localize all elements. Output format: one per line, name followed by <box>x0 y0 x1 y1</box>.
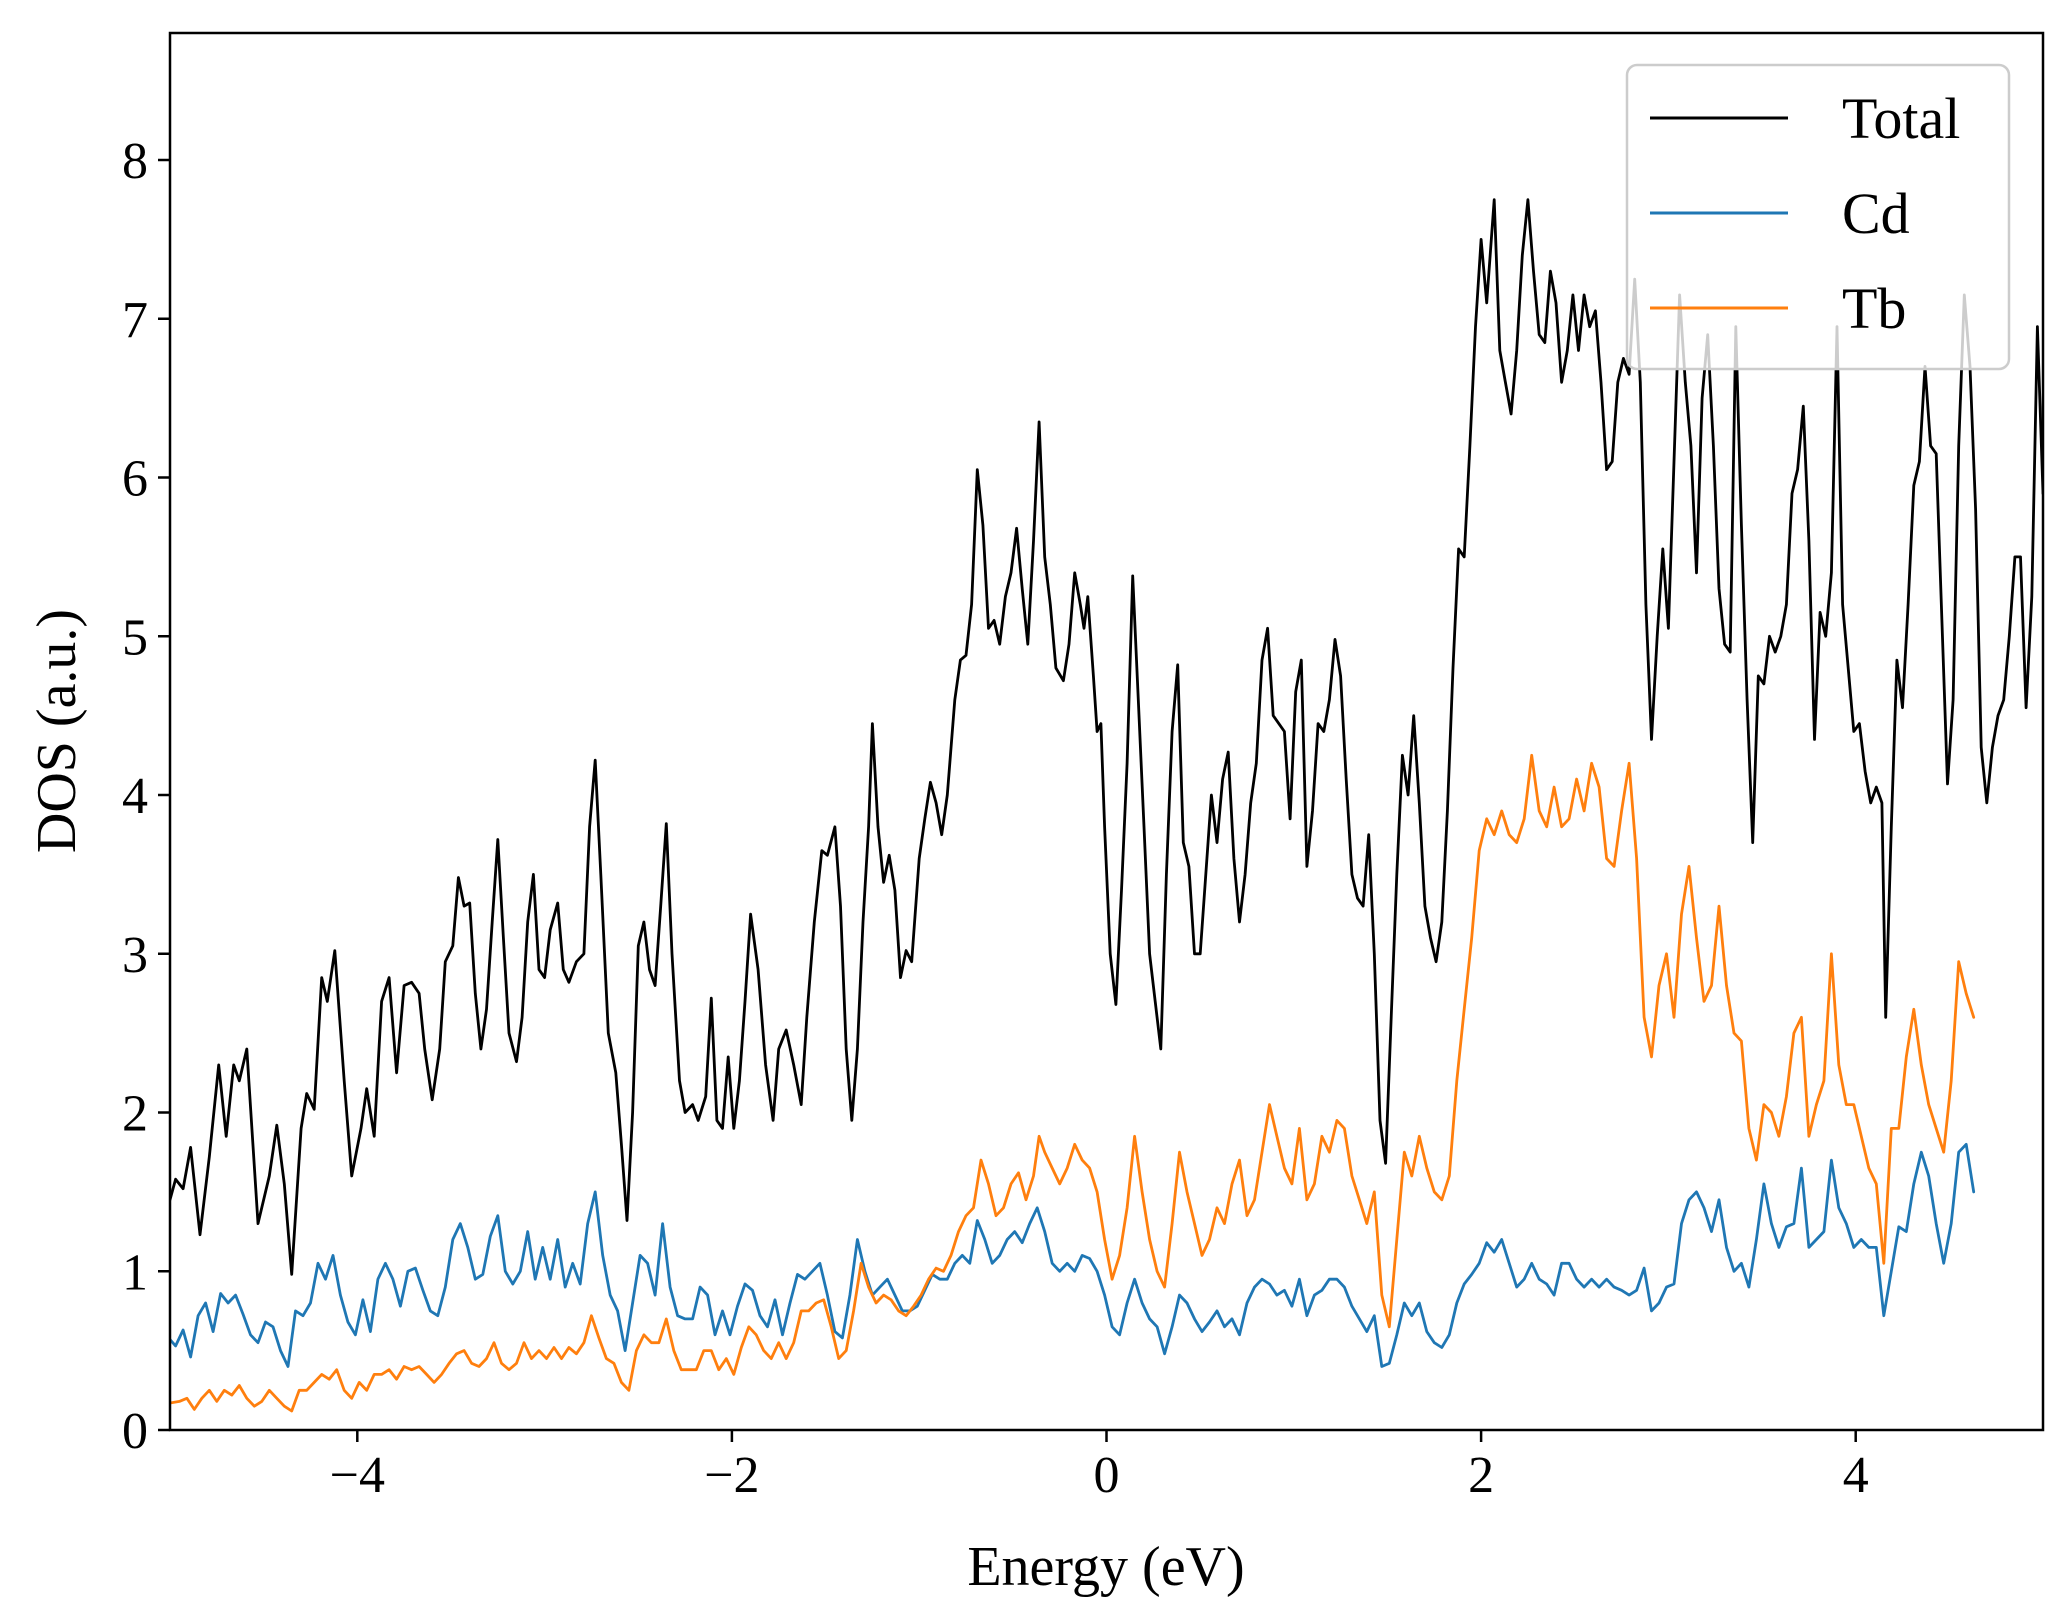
legend-total-label: Total <box>1842 86 1960 151</box>
x-axis-label: Energy (eV) <box>967 1536 1244 1598</box>
y-axis-label: DOS (a.u.) <box>26 609 88 853</box>
series-line-cd <box>170 1142 1976 1368</box>
x-tick-label: 2 <box>1468 1447 1494 1504</box>
y-tick-label: 5 <box>122 609 148 666</box>
y-tick-label: 7 <box>122 292 148 349</box>
y-tick-label: 2 <box>122 1086 148 1143</box>
x-tick-label: −2 <box>704 1447 759 1504</box>
y-axis-ticks: 0 1 2 3 4 5 6 7 8 <box>122 133 170 1460</box>
legend: Total Cd Tb <box>1625 63 2011 371</box>
y-tick-label: 1 <box>122 1244 148 1301</box>
y-tick-label: 8 <box>122 133 148 190</box>
y-tick-label: 3 <box>122 927 148 984</box>
x-axis-ticks: −4 −2 0 2 4 <box>330 1430 1869 1504</box>
x-tick-label: −4 <box>330 1447 385 1504</box>
legend-tb-label: Tb <box>1842 276 1906 341</box>
x-tick-label: 0 <box>1094 1447 1120 1504</box>
legend-cd-label: Cd <box>1842 181 1910 246</box>
y-tick-label: 6 <box>122 451 148 508</box>
x-tick-label: 4 <box>1843 1447 1869 1504</box>
y-tick-label: 0 <box>122 1403 148 1460</box>
series-line-total <box>170 198 2043 1276</box>
series-layer <box>170 198 2043 1413</box>
legend-frame <box>1625 63 2011 371</box>
y-tick-label: 4 <box>122 768 148 825</box>
series-line-tb <box>170 753 1976 1413</box>
